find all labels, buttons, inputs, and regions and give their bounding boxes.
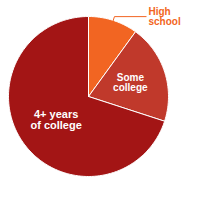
svg-text:Highschool: Highschool: [149, 6, 181, 27]
svg-text:4+ yearsof college: 4+ yearsof college: [30, 108, 81, 131]
svg-text:Somecollege: Somecollege: [113, 72, 148, 93]
